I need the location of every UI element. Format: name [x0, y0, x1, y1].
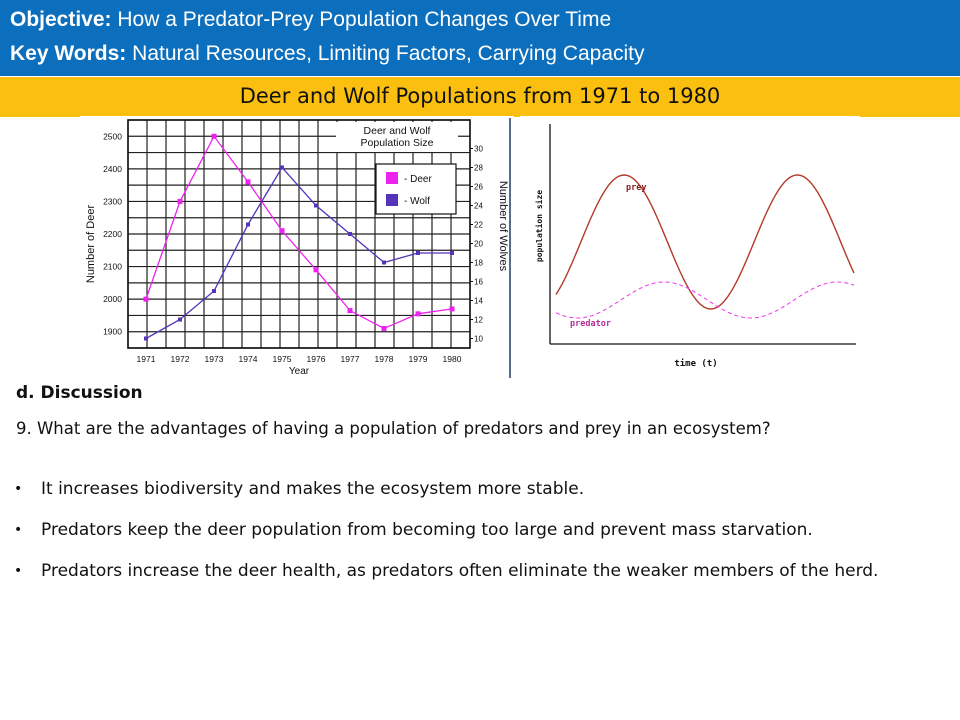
- chart-series: [143, 133, 455, 341]
- deer-line: [145, 135, 453, 330]
- x-tick-label: 1976: [307, 354, 326, 364]
- header-bar: Objective: How a Predator-Prey Populatio…: [0, 0, 960, 76]
- legend-wolf-label: - Wolf: [404, 196, 430, 207]
- chart-legend: - Deer - Wolf: [375, 163, 457, 215]
- deer-point: [211, 133, 217, 139]
- answer-text: It increases biodiversity and makes the …: [41, 479, 585, 499]
- deer-point: [415, 311, 421, 317]
- chart-banner: Deer and Wolf Populations from 1971 to 1…: [0, 76, 960, 117]
- wolf-point: [246, 222, 250, 227]
- bullet-icon: •: [14, 563, 23, 579]
- x-tick-label: 1972: [171, 354, 190, 364]
- discussion-question: 9. What are the advantages of having a p…: [16, 419, 771, 438]
- deer-point: [381, 325, 387, 331]
- legend-wolf-swatch: [386, 194, 398, 206]
- legend-deer-swatch: [386, 172, 398, 184]
- wolf-point: [178, 317, 182, 322]
- wolf-line: [145, 166, 452, 340]
- y-axis-title: Number of Deer: [85, 205, 97, 284]
- keywords-text: Natural Resources, Limiting Factors, Car…: [132, 42, 645, 65]
- x-axis-title: Year: [289, 366, 310, 377]
- objective-label: Objective:: [10, 8, 112, 31]
- y2-tick-label: 16: [474, 278, 483, 287]
- prey-label: prey: [626, 183, 646, 193]
- x-tick-label: 1978: [375, 354, 394, 364]
- wolf-point: [450, 251, 454, 255]
- x-tick-label: 1977: [341, 354, 360, 364]
- deer-point: [279, 228, 285, 234]
- cycle-x-label: time (t): [674, 358, 717, 369]
- y-tick-label: 2300: [103, 196, 122, 206]
- cycle-y-label: population size: [534, 190, 544, 262]
- deer-point: [313, 267, 319, 273]
- y2-tick-label: 12: [474, 316, 483, 325]
- keywords-line: Key Words: Natural Resources, Limiting F…: [10, 42, 645, 66]
- deer-point: [449, 306, 455, 312]
- deer-point: [347, 308, 353, 314]
- x-tick-label: 1975: [273, 354, 292, 364]
- y2-tick-label: 30: [474, 145, 483, 154]
- predator-prey-cycle-chart: population size time (t) prey predator: [520, 116, 860, 378]
- predator-curve: [555, 281, 855, 319]
- y2-axis-title: Number of Wolves: [497, 181, 509, 272]
- wolf-point: [382, 260, 386, 265]
- y-tick-label: 2400: [103, 164, 122, 174]
- y2-tick-label: 20: [474, 240, 483, 249]
- x-tick-label: 1974: [239, 354, 258, 364]
- plot-frame: [127, 119, 471, 349]
- chart-title-line1: Deer and Wolf: [364, 125, 431, 137]
- answer-item: • Predators increase the deer health, as …: [14, 554, 946, 589]
- y2-tick-label: 22: [474, 221, 483, 230]
- answer-item: • It increases biodiversity and makes the…: [14, 472, 946, 507]
- answer-item: • Predators keep the deer population from…: [14, 513, 946, 548]
- chart-title-bg: [336, 122, 458, 152]
- deer-point: [143, 296, 149, 302]
- wolf-point: [144, 336, 148, 341]
- x-tick-label: 1979: [409, 354, 428, 364]
- prey-curve: [555, 174, 855, 310]
- wolf-point: [314, 203, 318, 208]
- bullet-icon: •: [14, 522, 23, 538]
- deer-point: [177, 198, 183, 204]
- y-tick-label: 2200: [103, 229, 122, 239]
- y-tick-label: 2500: [103, 131, 122, 141]
- chart-title-line2: Population Size: [361, 137, 434, 149]
- x-tick-label: 1971: [137, 354, 156, 364]
- wolf-point: [212, 289, 216, 293]
- y-tick-label: 2100: [103, 262, 122, 272]
- wolf-point: [416, 251, 420, 255]
- y-tick-label: 1900: [103, 327, 122, 337]
- answer-list: • It increases biodiversity and makes the…: [14, 472, 946, 589]
- y2-tick-label: 10: [474, 335, 483, 344]
- x-tick-label: 1973: [205, 354, 224, 364]
- answer-text: Predators increase the deer health, as p…: [41, 561, 879, 581]
- y2-tick-label: 18: [474, 259, 483, 268]
- cycle-chart-group: population size time (t) prey predator: [534, 124, 856, 369]
- y2-tick-label: 26: [474, 183, 483, 192]
- x-tick-label: 1980: [443, 354, 462, 364]
- wolf-point: [280, 165, 284, 170]
- deer-point: [245, 179, 251, 185]
- y2-tick-label: 24: [474, 202, 483, 211]
- keywords-label: Key Words:: [10, 42, 127, 65]
- y2-tick-label: 28: [474, 164, 483, 173]
- y2-tick-label: 14: [474, 297, 483, 306]
- discussion-title: d. Discussion: [16, 383, 143, 403]
- legend-deer-label: - Deer: [404, 174, 432, 185]
- objective-line: Objective: How a Predator-Prey Populatio…: [10, 8, 611, 32]
- bullet-icon: •: [14, 481, 23, 497]
- answer-text: Predators keep the deer population from …: [41, 520, 813, 540]
- discussion-section: d. Discussion 9. What are the advantages…: [14, 382, 946, 595]
- objective-text: How a Predator-Prey Population Changes O…: [117, 8, 612, 31]
- chart-axes: - Deer - Wolf: [127, 119, 471, 349]
- wolf-point: [348, 232, 352, 236]
- y-tick-label: 2000: [103, 294, 122, 304]
- predator-label: predator: [570, 319, 611, 329]
- banner-title: Deer and Wolf Populations from 1971 to 1…: [239, 84, 721, 108]
